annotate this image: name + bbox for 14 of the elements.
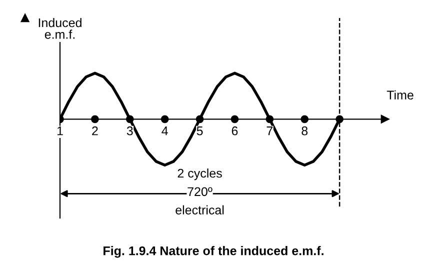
- x-tick-label: 8: [302, 126, 308, 136]
- y-axis-title: Induced e.m.f.: [38, 18, 82, 39]
- x-axis-title: Time: [386, 90, 414, 100]
- x-tick-label: 1: [57, 126, 63, 136]
- x-tick-label: 3: [126, 126, 133, 136]
- text: 720º: [188, 187, 212, 196]
- x-tick-label: 6: [232, 126, 238, 136]
- x-tick-label: 4: [162, 126, 168, 136]
- text: Fig. 1.9.4 Nature of the induced e.m.f.: [104, 246, 324, 258]
- x-tick-label: 7: [266, 126, 273, 136]
- x-tick-label: 5: [196, 126, 203, 136]
- text: 2 cycles: [178, 168, 222, 180]
- x-tick-label: 2: [92, 126, 98, 136]
- text: electrical: [176, 205, 224, 214]
